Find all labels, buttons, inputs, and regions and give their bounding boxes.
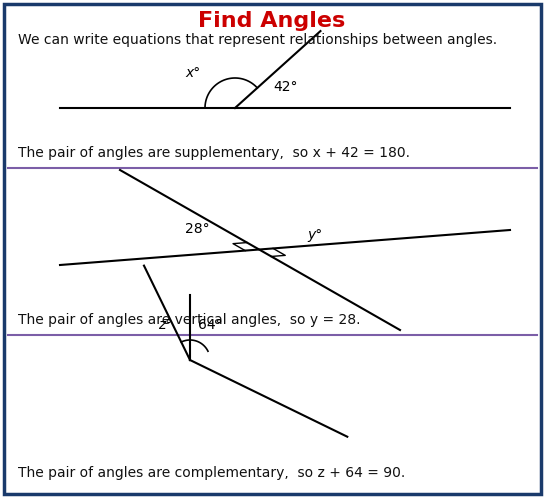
- Text: 42°: 42°: [273, 80, 298, 94]
- Text: 28°: 28°: [185, 222, 209, 236]
- Text: Find Angles: Find Angles: [198, 11, 346, 31]
- Text: The pair of angles are supplementary,  so x + 42 = 180.: The pair of angles are supplementary, so…: [18, 146, 410, 160]
- FancyBboxPatch shape: [4, 4, 541, 494]
- Text: y°: y°: [307, 228, 323, 242]
- Text: We can write equations that represent relationships between angles.: We can write equations that represent re…: [18, 33, 497, 47]
- Text: z°: z°: [158, 318, 172, 332]
- Text: The pair of angles are complementary,  so z + 64 = 90.: The pair of angles are complementary, so…: [18, 466, 405, 480]
- Text: x°: x°: [185, 66, 201, 80]
- Text: 64°: 64°: [198, 318, 222, 332]
- Text: The pair of angles are vertical angles,  so y = 28.: The pair of angles are vertical angles, …: [18, 313, 360, 327]
